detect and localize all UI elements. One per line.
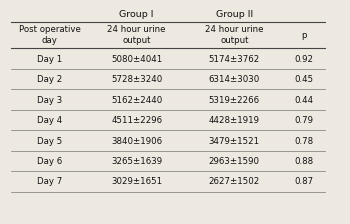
Text: 24 hour urine
output: 24 hour urine output — [205, 25, 264, 45]
Text: Post operative
day: Post operative day — [19, 25, 81, 45]
Text: 2963±1590: 2963±1590 — [209, 157, 260, 166]
Text: Day 7: Day 7 — [37, 177, 62, 187]
Text: Day 6: Day 6 — [37, 157, 62, 166]
Text: 5162±2440: 5162±2440 — [111, 96, 162, 105]
Text: 5319±2266: 5319±2266 — [209, 96, 260, 105]
Text: 5174±3762: 5174±3762 — [209, 55, 260, 64]
Text: 2627±1502: 2627±1502 — [209, 177, 260, 187]
Text: Day 5: Day 5 — [37, 137, 62, 146]
Text: 3265±1639: 3265±1639 — [111, 157, 162, 166]
Text: 5728±3240: 5728±3240 — [111, 75, 162, 84]
Text: 3029±1651: 3029±1651 — [111, 177, 162, 187]
Text: 0.78: 0.78 — [294, 137, 314, 146]
Text: 4428±1919: 4428±1919 — [209, 116, 260, 125]
Text: 0.88: 0.88 — [294, 157, 314, 166]
Text: 0.44: 0.44 — [294, 96, 314, 105]
Text: Day 2: Day 2 — [37, 75, 62, 84]
Text: 0.87: 0.87 — [294, 177, 314, 187]
Text: Group I: Group I — [119, 10, 154, 19]
Text: 5080±4041: 5080±4041 — [111, 55, 162, 64]
Text: 0.45: 0.45 — [294, 75, 314, 84]
Text: 0.92: 0.92 — [294, 55, 314, 64]
Text: 3840±1906: 3840±1906 — [111, 137, 162, 146]
Text: Day 3: Day 3 — [37, 96, 62, 105]
Text: Day 4: Day 4 — [37, 116, 62, 125]
Text: 3479±1521: 3479±1521 — [209, 137, 260, 146]
Text: p: p — [301, 31, 307, 40]
Text: 24 hour urine
output: 24 hour urine output — [107, 25, 166, 45]
Text: 6314±3030: 6314±3030 — [209, 75, 260, 84]
Text: Group II: Group II — [216, 10, 253, 19]
Text: 0.79: 0.79 — [294, 116, 314, 125]
Text: Day 1: Day 1 — [37, 55, 62, 64]
Text: 4511±2296: 4511±2296 — [111, 116, 162, 125]
